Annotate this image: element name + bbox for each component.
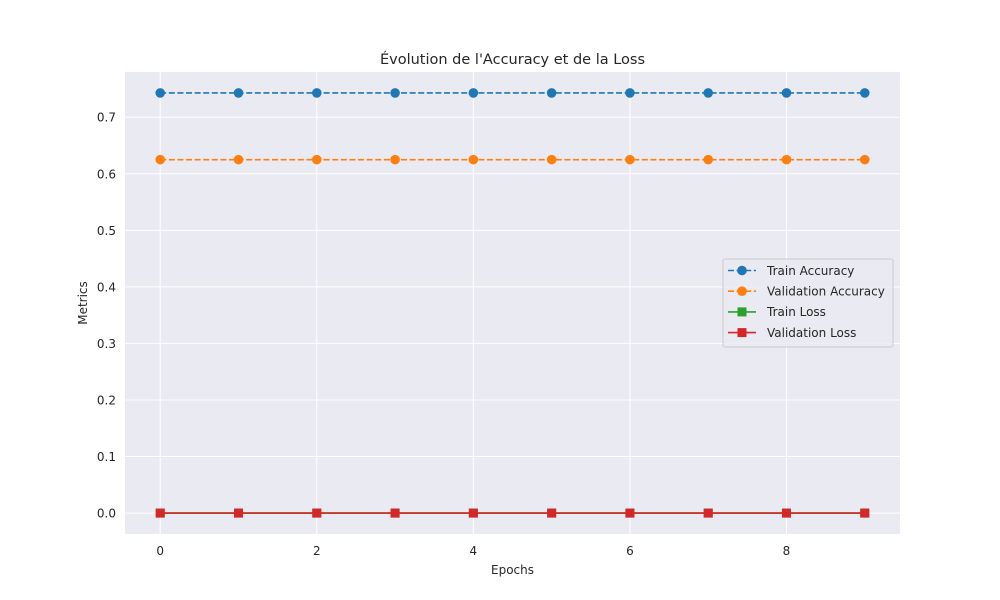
y-tick-label: 0.3 bbox=[97, 337, 116, 351]
data-point-train-accuracy bbox=[233, 88, 244, 98]
legend-marker bbox=[737, 265, 747, 276]
legend-item-validation-loss: Validation Loss bbox=[728, 326, 856, 340]
legend-marker bbox=[737, 307, 747, 317]
tick-labels: 0 2 4 6 8 0.0 0.1 0.2 0.3 0.4 0.5 0.6 0.7 bbox=[97, 111, 790, 558]
legend-item-train-loss: Train Loss bbox=[728, 305, 826, 319]
data-point-validation-loss bbox=[155, 508, 165, 518]
series-layer bbox=[155, 88, 870, 518]
data-point-validation-loss bbox=[468, 508, 478, 518]
data-point-validation-loss bbox=[860, 508, 870, 518]
data-point-train-accuracy bbox=[703, 88, 714, 98]
legend-label: Train Loss bbox=[766, 305, 826, 319]
data-point-validation-accuracy bbox=[781, 154, 792, 165]
x-tick-label: 8 bbox=[783, 544, 791, 558]
data-point-train-accuracy bbox=[625, 88, 635, 98]
legend-item-validation-accuracy: Validation Accuracy bbox=[728, 285, 885, 299]
data-point-train-accuracy bbox=[468, 88, 479, 98]
y-tick-label: 0.5 bbox=[97, 224, 116, 238]
data-point-train-accuracy bbox=[390, 88, 400, 98]
data-point-validation-accuracy bbox=[859, 154, 870, 165]
data-point-validation-accuracy bbox=[625, 154, 635, 165]
data-point-validation-loss bbox=[781, 508, 791, 518]
data-point-validation-loss bbox=[234, 508, 244, 518]
data-point-validation-accuracy bbox=[155, 154, 166, 165]
y-tick-label: 0.7 bbox=[97, 111, 116, 125]
data-point-train-accuracy bbox=[311, 88, 322, 98]
y-tick-label: 0.0 bbox=[97, 507, 116, 521]
series-validation-loss bbox=[155, 508, 870, 518]
data-point-train-accuracy bbox=[859, 88, 870, 98]
y-axis-label: Metrics bbox=[76, 281, 90, 325]
data-point-validation-accuracy bbox=[311, 154, 322, 165]
data-point-validation-accuracy bbox=[703, 154, 714, 165]
data-point-validation-accuracy bbox=[233, 154, 244, 165]
series-train-accuracy bbox=[155, 88, 870, 98]
data-point-validation-accuracy bbox=[468, 154, 479, 165]
series-validation-accuracy bbox=[155, 154, 870, 165]
legend-marker bbox=[737, 328, 747, 338]
data-point-validation-loss bbox=[703, 508, 713, 518]
x-tick-label: 6 bbox=[626, 544, 634, 558]
data-point-validation-loss bbox=[547, 508, 557, 518]
legend-item-train-accuracy: Train Accuracy bbox=[728, 264, 854, 278]
data-point-validation-accuracy bbox=[390, 154, 400, 165]
legend-box bbox=[722, 258, 894, 348]
data-point-validation-accuracy bbox=[546, 154, 557, 165]
legend-label: Train Accuracy bbox=[766, 264, 854, 278]
y-tick-label: 0.1 bbox=[97, 450, 116, 464]
data-point-train-accuracy bbox=[546, 88, 557, 98]
x-tick-label: 2 bbox=[313, 544, 321, 558]
data-point-train-accuracy bbox=[155, 88, 166, 98]
y-tick-label: 0.6 bbox=[97, 167, 116, 181]
data-point-validation-loss bbox=[625, 508, 635, 518]
y-tick-label: 0.2 bbox=[97, 393, 116, 407]
legend-label: Validation Accuracy bbox=[767, 285, 885, 299]
x-axis-label: Epochs bbox=[491, 563, 534, 577]
legend-label: Validation Loss bbox=[767, 326, 856, 340]
legend: Train Accuracy Validation Accuracy Train L… bbox=[722, 258, 894, 348]
data-point-validation-loss bbox=[390, 508, 400, 518]
y-tick-label: 0.4 bbox=[97, 280, 116, 294]
data-point-validation-loss bbox=[312, 508, 322, 518]
x-tick-label: 0 bbox=[156, 544, 164, 558]
legend-marker bbox=[737, 286, 747, 297]
chart-title: Évolution de l'Accuracy et de la Loss bbox=[380, 51, 645, 68]
x-tick-label: 4 bbox=[470, 544, 478, 558]
data-point-train-accuracy bbox=[781, 88, 792, 98]
